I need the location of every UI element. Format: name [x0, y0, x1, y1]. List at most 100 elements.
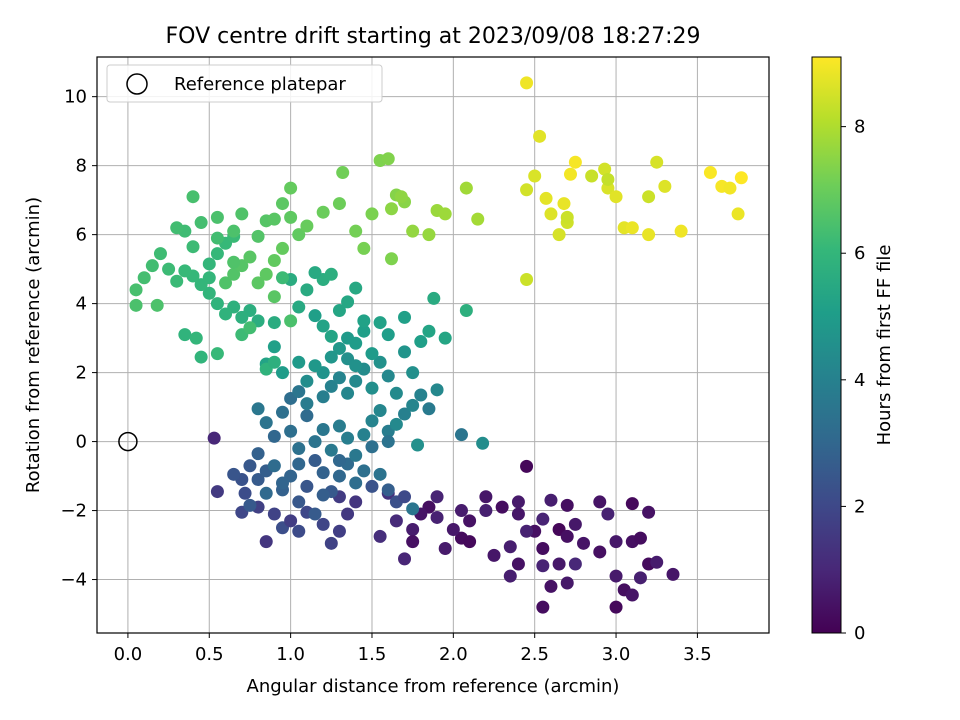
data-point: [170, 274, 184, 288]
data-point: [398, 345, 412, 359]
data-point: [633, 571, 647, 585]
data-point: [267, 340, 281, 354]
data-point: [609, 190, 623, 204]
data-point: [332, 197, 346, 211]
data-point: [560, 576, 574, 590]
data-point: [150, 298, 164, 312]
data-point: [414, 388, 428, 402]
data-point: [259, 486, 273, 500]
data-point: [162, 262, 176, 276]
legend-label: Reference platepar: [174, 74, 346, 95]
data-point: [536, 559, 550, 573]
data-point: [411, 438, 425, 452]
data-point: [349, 495, 363, 509]
y-tick-label: 0: [76, 432, 87, 453]
data-point: [316, 488, 330, 502]
data-point: [284, 181, 298, 195]
data-point: [601, 507, 615, 521]
plot-frame: [96, 56, 770, 634]
data-point: [292, 385, 306, 399]
data-point: [365, 440, 379, 454]
y-tick-label: 6: [76, 225, 87, 246]
data-point: [398, 490, 412, 504]
data-point: [427, 291, 441, 305]
data-point: [341, 295, 355, 309]
data-point: [446, 523, 460, 537]
data-point: [398, 407, 412, 421]
data-point: [219, 307, 233, 321]
data-point: [210, 210, 224, 224]
data-point: [520, 183, 534, 197]
data-point: [194, 216, 208, 230]
data-point: [267, 507, 281, 521]
data-point: [414, 335, 428, 349]
data-point: [324, 443, 338, 457]
data-point: [308, 266, 322, 280]
data-point: [349, 359, 363, 373]
y-tick-label: −2: [60, 501, 87, 522]
data-point: [642, 228, 656, 242]
data-point: [487, 548, 501, 562]
data-point: [539, 191, 553, 205]
data-points: [129, 76, 748, 614]
data-point: [422, 402, 436, 416]
data-point: [476, 436, 490, 450]
data-point: [642, 505, 656, 519]
data-point: [238, 486, 252, 500]
plot-area: [97, 57, 769, 633]
data-point: [210, 347, 224, 361]
data-point: [308, 507, 322, 521]
data-point: [642, 190, 656, 204]
data-point: [251, 276, 265, 290]
data-point: [153, 247, 167, 261]
x-axis-ticks: 0.0 0.5 1.0 1.5 2.0 2.5 3.0 3.5: [114, 633, 712, 665]
data-point: [459, 304, 473, 318]
data-point: [251, 402, 265, 416]
legend: Reference platepar: [106, 64, 383, 103]
data-point: [284, 514, 298, 528]
data-point: [316, 319, 330, 333]
data-point: [389, 514, 403, 528]
data-point: [389, 417, 403, 431]
data-point: [332, 341, 346, 355]
data-point: [275, 197, 289, 211]
data-point: [219, 276, 233, 290]
data-point: [349, 374, 363, 388]
colorbar-ticks: 0 2 4 6 8: [841, 117, 865, 644]
data-point: [178, 264, 192, 278]
data-point: [650, 555, 664, 569]
data-point: [267, 459, 281, 473]
y-tick-label: 4: [76, 294, 87, 315]
data-point: [430, 490, 444, 504]
data-point: [544, 207, 558, 221]
data-point: [275, 366, 289, 380]
colorbar-gradient: [811, 56, 842, 634]
data-point: [341, 507, 355, 521]
data-point: [394, 190, 408, 204]
data-point: [207, 431, 221, 445]
data-point: [308, 435, 322, 449]
data-point: [251, 473, 265, 487]
data-point: [227, 267, 241, 281]
data-point: [137, 271, 151, 285]
data-point: [625, 497, 639, 511]
colorbar-tick-label: 6: [854, 243, 865, 264]
data-point: [438, 207, 452, 221]
data-point: [674, 224, 688, 238]
data-point: [324, 329, 338, 343]
data-point: [406, 224, 420, 238]
data-point: [349, 336, 363, 350]
data-point: [625, 588, 639, 602]
data-point: [284, 314, 298, 328]
data-point: [406, 366, 420, 380]
data-point: [316, 390, 330, 404]
data-point: [406, 523, 420, 537]
data-point: [308, 359, 322, 373]
colorbar-tick-label: 2: [854, 496, 865, 517]
x-tick-label: 3.5: [683, 644, 712, 665]
data-point: [275, 405, 289, 419]
legend-box: [106, 64, 383, 103]
data-point: [560, 529, 574, 543]
data-point: [598, 162, 612, 176]
